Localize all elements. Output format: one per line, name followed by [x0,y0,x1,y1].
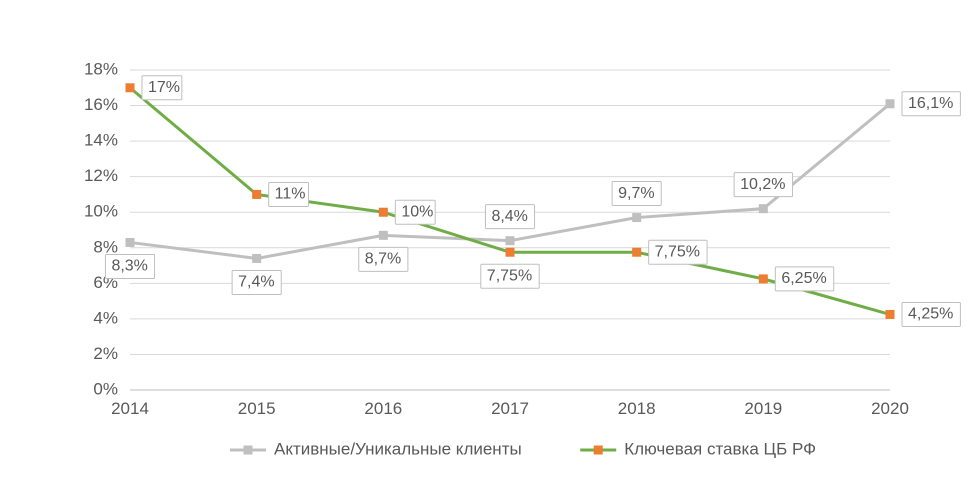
x-tick-label: 2018 [618,399,656,418]
x-tick-label: 2017 [491,399,529,418]
legend-label-key_rate: Ключевая ставка ЦБ РФ [624,439,816,458]
chart-svg: 0%2%4%6%8%10%12%14%16%18%201420152016201… [0,0,968,504]
line-chart: 0%2%4%6%8%10%12%14%16%18%201420152016201… [0,0,968,504]
series-marker-key_rate [379,208,387,216]
svg-text:11%: 11% [275,186,306,203]
data-label-clients: 10,2% [734,173,792,197]
svg-text:7,75%: 7,75% [655,243,700,260]
x-tick-label: 2014 [111,399,149,418]
y-tick-label: 2% [93,344,118,363]
series-marker-key_rate [506,248,514,256]
svg-text:17%: 17% [148,79,180,96]
data-label-clients: 7,4% [232,270,281,294]
svg-text:7,4%: 7,4% [238,274,274,291]
x-tick-label: 2020 [871,399,909,418]
series-marker-clients [126,238,134,246]
y-tick-label: 12% [84,166,118,185]
svg-text:8,7%: 8,7% [365,251,401,268]
y-tick-label: 14% [84,131,118,150]
series-marker-key_rate [253,190,261,198]
data-label-clients: 8,3% [105,254,154,278]
data-label-key_rate: 7,75% [481,264,539,288]
series-marker-clients [379,231,387,239]
svg-text:6,25%: 6,25% [781,270,826,287]
svg-text:16,1%: 16,1% [908,95,953,112]
x-tick-label: 2019 [744,399,782,418]
data-label-key_rate: 4,25% [902,302,960,326]
series-marker-key_rate [886,310,894,318]
svg-text:8,3%: 8,3% [111,258,147,275]
series-marker-key_rate [633,248,641,256]
data-label-clients: 8,7% [359,247,408,271]
x-tick-label: 2016 [364,399,402,418]
svg-text:10,2%: 10,2% [740,176,785,193]
legend-label-clients: Активные/Уникальные клиенты [274,439,522,458]
legend-marker-key_rate [594,446,602,454]
svg-text:10%: 10% [401,203,433,220]
series-marker-clients [886,100,894,108]
data-label-key_rate: 7,75% [649,240,707,264]
series-marker-clients [253,254,261,262]
x-tick-label: 2015 [238,399,276,418]
data-label-clients: 16,1% [902,92,960,116]
y-tick-label: 0% [93,379,118,398]
y-tick-label: 16% [84,95,118,114]
y-tick-label: 8% [93,237,118,256]
y-tick-label: 18% [84,59,118,78]
svg-text:7,75%: 7,75% [487,267,532,284]
legend-marker-clients [244,446,252,454]
data-label-key_rate: 11% [269,182,309,206]
svg-text:8,4%: 8,4% [491,208,527,225]
svg-text:4,25%: 4,25% [908,306,953,323]
y-tick-label: 4% [93,308,118,327]
series-marker-clients [759,205,767,213]
data-label-key_rate: 6,25% [775,267,833,291]
y-tick-label: 10% [84,202,118,221]
data-label-key_rate: 17% [142,76,182,100]
data-label-key_rate: 10% [395,200,435,224]
series-marker-key_rate [759,275,767,283]
series-marker-clients [506,237,514,245]
data-label-clients: 8,4% [485,205,534,229]
series-marker-clients [633,214,641,222]
series-marker-key_rate [126,84,134,92]
svg-text:9,7%: 9,7% [618,185,654,202]
data-label-clients: 9,7% [612,182,661,206]
